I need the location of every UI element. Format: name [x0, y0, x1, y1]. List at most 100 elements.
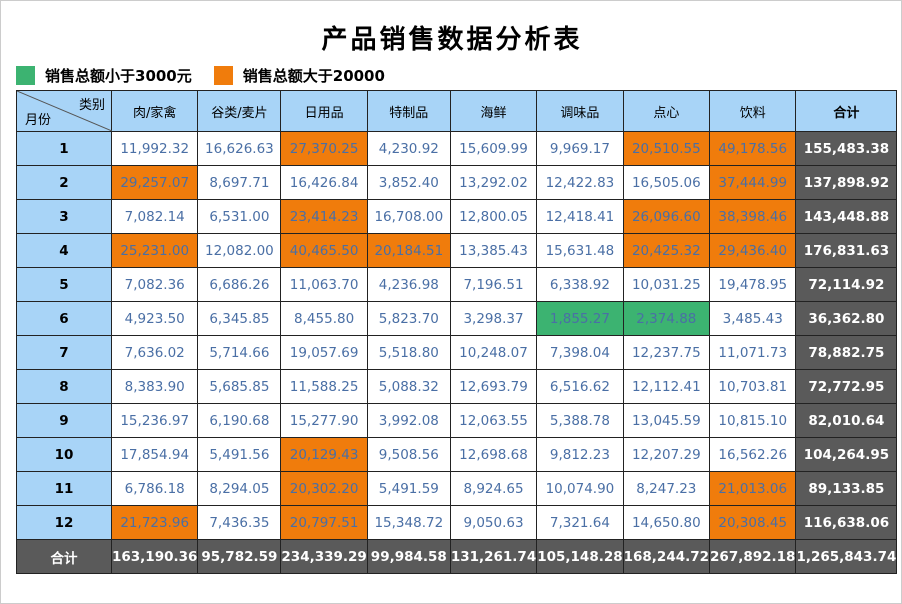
value-cell: 19,478.95: [709, 267, 797, 302]
data-row: 6 4,923.50 6,345.85 8,455.80 5,823.70 3,298.3…: [16, 301, 898, 336]
footer-cell: 234,339.29: [280, 539, 368, 574]
legend-item: 销售总额小于3000元: [16, 65, 192, 86]
value-cell: 29,436.40: [709, 233, 797, 268]
value-cell: 3,992.08: [366, 403, 451, 438]
value-cell: 23,414.23: [280, 199, 368, 234]
value-cell: 11,063.70: [280, 267, 368, 302]
value-cell: 9,812.23: [536, 437, 624, 472]
value-cell: 6,686.26: [197, 267, 282, 302]
value-cell: 9,969.17: [536, 131, 624, 166]
value-cell: 7,321.64: [536, 505, 624, 540]
value-cell: 8,697.71: [197, 165, 282, 200]
value-cell: 16,505.06: [622, 165, 711, 200]
total-cell: 116,638.06: [795, 505, 898, 540]
value-cell: 15,236.97: [110, 403, 199, 438]
data-row: 5 7,082.36 6,686.26 11,063.70 4,236.98 7,196.…: [16, 267, 898, 302]
footer-cell: 168,244.72: [622, 539, 711, 574]
value-cell: 38,398.46: [709, 199, 797, 234]
total-cell: 176,831.63: [795, 233, 898, 268]
value-cell: 8,294.05: [197, 471, 282, 506]
grand-total: 1,265,843.74: [795, 539, 898, 574]
month-cell: 5: [16, 267, 112, 302]
value-cell: 11,071.73: [709, 335, 797, 370]
value-cell: 21,013.06: [709, 471, 797, 506]
total-cell: 82,010.64: [795, 403, 898, 438]
value-cell: 10,703.81: [709, 369, 797, 404]
total-cell: 72,114.92: [795, 267, 898, 302]
value-cell: 5,491.56: [197, 437, 282, 472]
value-cell: 7,436.35: [197, 505, 282, 540]
month-cell: 10: [16, 437, 112, 472]
value-cell: 7,636.02: [110, 335, 199, 370]
footer-cell: 163,190.36: [110, 539, 199, 574]
total-cell: 155,483.38: [795, 131, 898, 166]
column-header: 合计: [795, 90, 898, 132]
data-row: 2 29,257.07 8,697.71 16,426.84 3,852.40 13,29…: [16, 165, 898, 200]
value-cell: 37,444.99: [709, 165, 797, 200]
value-cell: 16,426.84: [280, 165, 368, 200]
data-row: 4 25,231.00 12,082.00 40,465.50 20,184.51 13,…: [16, 233, 898, 268]
data-row: 3 7,082.14 6,531.00 23,414.23 16,708.00 12,80…: [16, 199, 898, 234]
value-cell: 13,292.02: [449, 165, 538, 200]
value-cell: 15,348.72: [366, 505, 451, 540]
value-cell: 12,800.05: [449, 199, 538, 234]
value-cell: 6,786.18: [110, 471, 199, 506]
legend-label: 销售总额小于3000元: [45, 67, 192, 85]
value-cell: 12,112.41: [622, 369, 711, 404]
value-cell: 20,510.55: [622, 131, 711, 166]
value-cell: 12,422.83: [536, 165, 624, 200]
value-cell: 6,338.92: [536, 267, 624, 302]
value-cell: 4,230.92: [366, 131, 451, 166]
total-cell: 78,882.75: [795, 335, 898, 370]
footer-cell: 105,148.28: [536, 539, 624, 574]
value-cell: 12,237.75: [622, 335, 711, 370]
value-cell: 25,231.00: [110, 233, 199, 268]
corner-cell: 类别 月份: [16, 90, 112, 132]
value-cell: 12,063.55: [449, 403, 538, 438]
data-row: 12 21,723.96 7,436.35 20,797.51 15,348.72 9,0…: [16, 505, 898, 540]
legend-swatch: [16, 66, 35, 85]
value-cell: 29,257.07: [110, 165, 199, 200]
value-cell: 12,693.79: [449, 369, 538, 404]
value-cell: 5,518.80: [366, 335, 451, 370]
data-row: 10 17,854.94 5,491.56 20,129.43 9,508.56 12,6…: [16, 437, 898, 472]
total-cell: 104,264.95: [795, 437, 898, 472]
value-cell: 10,074.90: [536, 471, 624, 506]
month-cell: 2: [16, 165, 112, 200]
value-cell: 12,082.00: [197, 233, 282, 268]
value-cell: 3,852.40: [366, 165, 451, 200]
footer-cell: 99,984.58: [366, 539, 451, 574]
value-cell: 7,196.51: [449, 267, 538, 302]
value-cell: 15,277.90: [280, 403, 368, 438]
footer-row: 合计 163,190.36 95,782.59 234,339.29 99,984.58…: [16, 539, 898, 574]
total-cell: 137,898.92: [795, 165, 898, 200]
total-cell: 143,448.88: [795, 199, 898, 234]
value-cell: 5,491.59: [366, 471, 451, 506]
value-cell: 9,508.56: [366, 437, 451, 472]
data-row: 9 15,236.97 6,190.68 15,277.90 3,992.08 12,06…: [16, 403, 898, 438]
value-cell: 20,129.43: [280, 437, 368, 472]
value-cell: 40,465.50: [280, 233, 368, 268]
value-cell: 21,723.96: [110, 505, 199, 540]
month-cell: 4: [16, 233, 112, 268]
title: 产品销售数据分析表: [321, 25, 583, 55]
footer-cell: 131,261.74: [449, 539, 538, 574]
month-cell: 3: [16, 199, 112, 234]
footer-cell: 95,782.59: [197, 539, 282, 574]
total-cell: 72,772.95: [795, 369, 898, 404]
value-cell: 14,650.80: [622, 505, 711, 540]
value-cell: 10,815.10: [709, 403, 797, 438]
value-cell: 12,418.41: [536, 199, 624, 234]
value-cell: 8,383.90: [110, 369, 199, 404]
value-cell: 17,854.94: [110, 437, 199, 472]
data-row: 1 11,992.32 16,626.63 27,370.25 4,230.92 15,6…: [16, 131, 898, 166]
value-cell: 20,425.32: [622, 233, 711, 268]
legend-label: 销售总额大于20000: [242, 67, 385, 85]
value-cell: 13,385.43: [449, 233, 538, 268]
column-header: 调味品: [536, 90, 624, 132]
month-cell: 7: [16, 335, 112, 370]
month-cell: 1: [16, 131, 112, 166]
value-cell: 7,082.36: [110, 267, 199, 302]
